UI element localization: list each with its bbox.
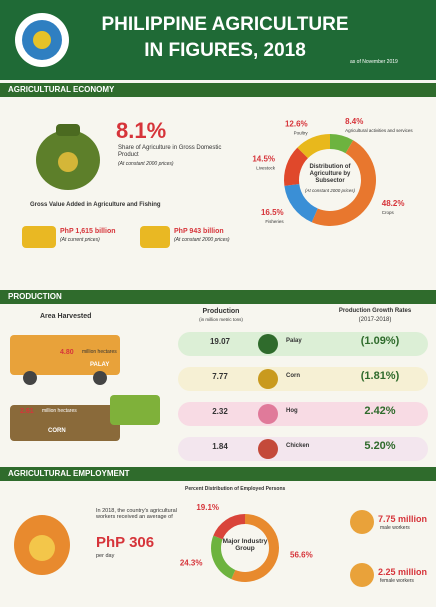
- donut-label: 14.5%: [252, 154, 275, 163]
- palay-icon: [258, 334, 278, 354]
- gdp-share-caption: Share of Agriculture in Gross Domestic P…: [118, 145, 228, 159]
- donut-label: 12.6%: [285, 119, 308, 128]
- peso-coin: [29, 535, 55, 561]
- gva-title: Gross Value Added in Agriculture and Fis…: [30, 202, 230, 209]
- worker-label: female workers: [380, 579, 414, 585]
- section-bar: AGRICULTURAL ECONOMY: [0, 83, 436, 97]
- gva-note: (At current prices): [60, 238, 100, 244]
- coins: [140, 226, 170, 248]
- donut-label: 24.3%: [180, 559, 203, 568]
- gva-note: (At constant 2000 prices): [174, 238, 230, 244]
- worker-amount: 2.25 million: [378, 567, 427, 577]
- gdp-share-note: (At constant 2000 prices): [118, 162, 228, 168]
- worker-amount: 7.75 million: [378, 514, 427, 524]
- area-amount: 2.61: [20, 408, 34, 416]
- male-worker: [350, 510, 374, 534]
- donut-name: Poultry: [294, 130, 309, 135]
- logo-core: [33, 31, 51, 49]
- donut-label: 8.4%: [345, 117, 363, 126]
- wheel: [93, 371, 107, 385]
- wage-unit: per day: [96, 553, 114, 559]
- commodity: Palay: [286, 338, 302, 345]
- area-crop: PALAY: [90, 362, 109, 369]
- female-worker: [350, 563, 374, 587]
- coins: [22, 226, 56, 248]
- worker-label: male workers: [380, 526, 410, 532]
- header-note: as of November 2019: [350, 60, 430, 66]
- commodity: Chicken: [286, 443, 309, 450]
- area-title: Area Harvested: [40, 313, 91, 321]
- growth-period: (2017-2018): [330, 317, 420, 324]
- hog-icon: [258, 404, 278, 424]
- commodity: Hog: [286, 408, 298, 415]
- production-value: 2.32: [190, 407, 250, 416]
- title-line: PHILIPPINE AGRICULTURE: [95, 14, 355, 36]
- donut-segment: [213, 514, 245, 539]
- donut-label: 48.2%: [382, 199, 405, 208]
- growth-rate: 5.20%: [340, 440, 420, 453]
- corn-icon: [258, 369, 278, 389]
- money-bag-coin: [58, 152, 78, 172]
- gva-amount: PhP 1,615 billion: [60, 228, 116, 236]
- title-line: IN FIGURES, 2018: [95, 40, 355, 62]
- production-title: Production: [186, 308, 256, 316]
- chicken-icon: [258, 439, 278, 459]
- money-bag-neck: [56, 124, 80, 136]
- donut-note: (At constant 2000 prices): [300, 188, 360, 193]
- donut-label: 56.6%: [290, 550, 313, 559]
- wage-text: In 2018, the country's agricultural work…: [96, 508, 186, 521]
- gdp-share: 8.1%: [116, 118, 166, 143]
- infographic: 8.4% Agricultural activities and services…: [0, 0, 436, 607]
- donut-name: Crops: [382, 210, 395, 215]
- donut-title: Distribution of Agriculture by Subsector: [300, 164, 360, 185]
- growth-rate: (1.81%): [340, 370, 420, 383]
- donut-name: Agricultural activities and services: [345, 128, 413, 133]
- area-unit: million hectares: [42, 409, 77, 415]
- area-unit: million hectares: [82, 350, 117, 356]
- production-value: 1.84: [190, 442, 250, 451]
- production-value: 7.77: [190, 372, 250, 381]
- wage: PhP 306: [96, 534, 154, 551]
- section-bar: PRODUCTION: [0, 290, 436, 304]
- production-unit: (in million metric tons): [186, 317, 256, 322]
- growth-rate: 2.42%: [340, 405, 420, 418]
- area-amount: 4.80: [60, 349, 74, 357]
- growth-title: Production Growth Rates: [330, 308, 420, 315]
- donut-name: Fisheries: [265, 219, 284, 224]
- corn-harvester-cab: [110, 395, 160, 425]
- donut-name: Livestock: [256, 165, 276, 170]
- donut-label: 16.5%: [261, 208, 284, 217]
- donut-title: Percent Distribution of Employed Persons: [185, 487, 315, 493]
- production-value: 19.07: [190, 337, 250, 346]
- area-crop: CORN: [48, 428, 66, 435]
- commodity: Corn: [286, 373, 300, 380]
- gva-amount: PhP 943 billion: [174, 228, 224, 236]
- donut-center: Major Industry Group: [222, 538, 268, 553]
- growth-rate: (1.09%): [340, 335, 420, 348]
- donut-label: 19.1%: [196, 503, 219, 512]
- section-bar: AGRICULTURAL EMPLOYMENT: [0, 467, 436, 481]
- wheel: [23, 371, 37, 385]
